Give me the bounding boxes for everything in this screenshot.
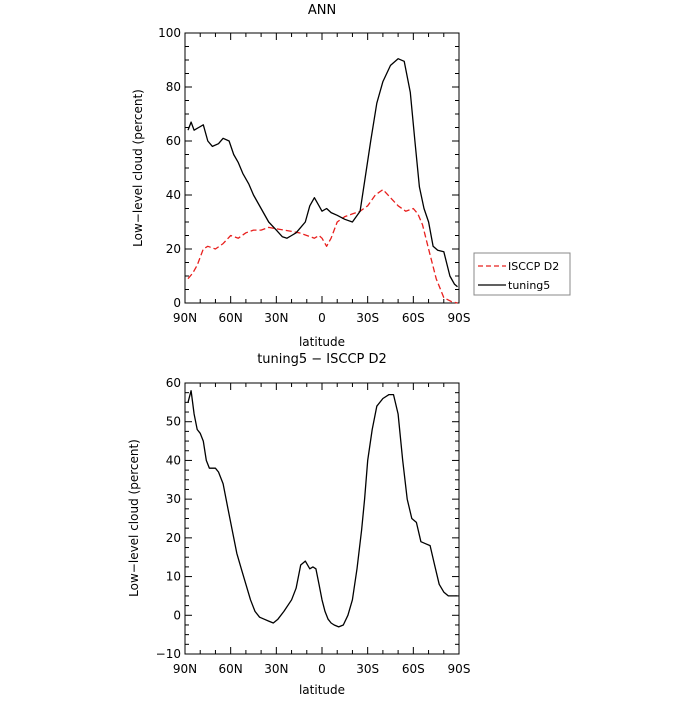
panel-top-y-tick-label: 20 [166, 242, 181, 256]
panel-top-x-tick-label: 90N [173, 311, 197, 325]
panel-top-series-isccp-d2 [187, 188, 458, 304]
legend-label-isccp: ISCCP D2 [508, 260, 559, 273]
legend-label-tuning5: tuning5 [508, 279, 550, 292]
panel-bottom-x-tick-label: 30N [264, 662, 288, 676]
panel-bottom: tuning5 − ISCCP D2 Low−level cloud (perc… [127, 352, 470, 697]
legend-box [473, 252, 571, 296]
panel-top-title: ANN [308, 3, 336, 18]
panel-bottom-y-axis-label: Low−level cloud (percent) [127, 439, 141, 597]
panel-top: ANN Low−level cloud (percent) latitude 9… [131, 3, 470, 349]
panel-bottom-y-tick-label: 30 [166, 492, 181, 506]
panel-bottom-plot-frame [184, 382, 460, 655]
panel-top-series-tuning5 [187, 58, 458, 288]
panel-top-x-axis-label: latitude [299, 335, 345, 349]
panel-bottom-x-tick-label: 90N [173, 662, 197, 676]
panel-bottom-y-tick-label: 50 [166, 415, 181, 429]
panel-top-x-tick-label: 30S [356, 311, 379, 325]
panel-top-y-tick-label: 40 [166, 188, 181, 202]
panel-top-x-tick-label: 0 [318, 311, 326, 325]
legend: ISCCP D2 tuning5 [473, 252, 571, 296]
panel-bottom-y-tick-label: −10 [156, 647, 181, 661]
panel-bottom-y-tick-label: 0 [173, 608, 181, 622]
panel-bottom-x-tick-label: 60N [219, 662, 243, 676]
panel-top-y-tick-label: 80 [166, 80, 181, 94]
panel-top-y-axis-label: Low−level cloud (percent) [131, 89, 145, 247]
panel-top-y-tick-label: 100 [158, 26, 181, 40]
panel-top-x-tick-label: 60S [402, 311, 425, 325]
panel-bottom-title: tuning5 − ISCCP D2 [257, 352, 387, 367]
panel-bottom-y-tick-label: 40 [166, 453, 181, 467]
panel-bottom-series-line0 [187, 390, 458, 628]
panel-top-y-tick-label: 0 [173, 296, 181, 310]
panel-top-x-tick-label: 60N [219, 311, 243, 325]
panel-top-x-tick-label: 90S [448, 311, 471, 325]
panel-bottom-x-tick-label: 30S [356, 662, 379, 676]
panel-bottom-x-axis-label: latitude [299, 683, 345, 697]
panel-bottom-x-tick-label: 0 [318, 662, 326, 676]
panel-bottom-y-tick-label: 10 [166, 570, 181, 584]
panel-bottom-y-tick-label: 60 [166, 376, 181, 390]
panel-bottom-y-tick-label: 20 [166, 531, 181, 545]
panel-bottom-x-tick-label: 60S [402, 662, 425, 676]
panel-bottom-x-tick-label: 90S [448, 662, 471, 676]
panel-top-y-tick-label: 60 [166, 134, 181, 148]
panel-top-x-tick-label: 30N [264, 311, 288, 325]
